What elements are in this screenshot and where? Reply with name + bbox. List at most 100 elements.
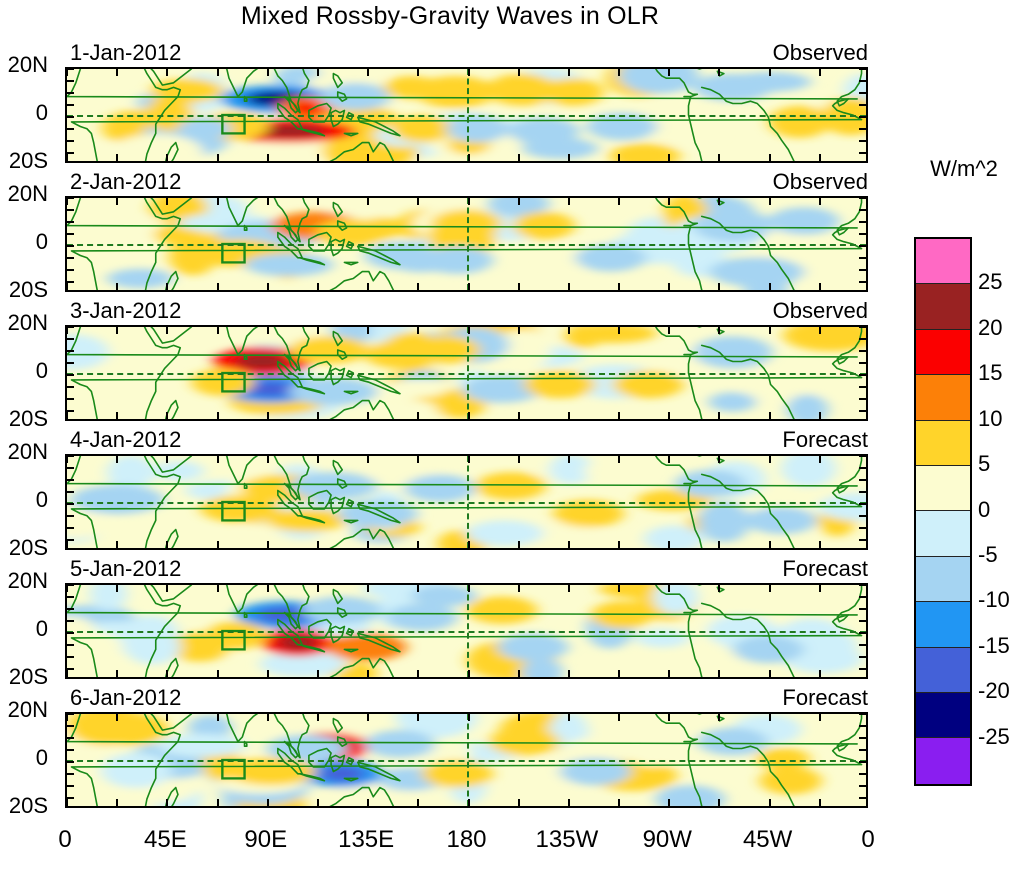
- colorbar-tick-label: 25: [978, 269, 1003, 295]
- axis-tick: [567, 327, 570, 334]
- map-field: [67, 69, 866, 161]
- axis-tick: [859, 152, 866, 154]
- axis-tick: [116, 154, 119, 161]
- axis-tick: [67, 749, 74, 751]
- axis-tick: [859, 515, 866, 517]
- axis-tick: [216, 327, 219, 334]
- axis-tick: [417, 456, 420, 463]
- axis-tick: [266, 456, 269, 463]
- axis-tick: [417, 198, 420, 205]
- axis-tick: [768, 670, 771, 677]
- axis-tick: [859, 104, 866, 106]
- axis-tick: [859, 632, 866, 634]
- axis-tick: [216, 799, 219, 806]
- axis-tick: [859, 467, 866, 469]
- axis-tick: [567, 456, 570, 463]
- axis-tick: [818, 412, 821, 419]
- axis-tick: [768, 714, 771, 721]
- axis-tick: [166, 283, 169, 290]
- axis-tick: [67, 761, 74, 763]
- axis-tick: [467, 670, 470, 677]
- axis-tick: [67, 92, 74, 94]
- axis-tick: [116, 283, 119, 290]
- axis-tick: [859, 585, 866, 586]
- axis-tick: [367, 69, 370, 76]
- axis-tick: [768, 412, 771, 419]
- axis-tick: [67, 479, 74, 481]
- axis-tick: [859, 128, 866, 130]
- axis-tick: [67, 714, 74, 715]
- axis-tick: [859, 80, 866, 82]
- map-panel: [65, 583, 868, 679]
- x-axis-label: 180: [446, 826, 487, 853]
- y-axis-label: 0: [35, 487, 48, 512]
- axis-tick: [768, 799, 771, 806]
- axis-tick: [67, 620, 74, 622]
- axis-tick: [67, 725, 74, 727]
- y-axis-label: 20S: [8, 277, 48, 302]
- axis-tick: [67, 398, 74, 400]
- axis-tick: [67, 515, 74, 517]
- axis-tick: [67, 69, 74, 70]
- axis-tick: [517, 541, 520, 548]
- axis-tick: [367, 198, 370, 205]
- panel-kind-label: Observed: [772, 298, 868, 323]
- axis-tick: [67, 350, 74, 352]
- axis-tick: [768, 69, 771, 76]
- axis-tick: [517, 456, 520, 463]
- colorbar-band: [916, 693, 970, 739]
- axis-tick: [116, 585, 119, 592]
- axis-tick: [859, 761, 866, 763]
- axis-tick: [859, 644, 866, 646]
- axis-tick: [166, 541, 169, 548]
- axis-tick: [818, 670, 821, 677]
- axis-tick: [216, 412, 219, 419]
- axis-tick: [859, 479, 866, 481]
- axis-tick: [668, 327, 671, 334]
- axis-tick: [67, 491, 74, 493]
- colorbar-tick-label: -5: [978, 541, 998, 567]
- x-axis-label: 135E: [338, 826, 395, 853]
- axis-tick: [467, 714, 470, 721]
- x-axis-label: 0: [58, 826, 72, 853]
- axis-tick: [316, 670, 319, 677]
- axis-tick: [718, 283, 721, 290]
- axis-tick: [668, 714, 671, 721]
- axis-tick: [818, 327, 821, 334]
- axis-tick: [517, 585, 520, 592]
- axis-tick: [166, 714, 169, 721]
- y-axis-label: 20S: [8, 793, 48, 818]
- axis-tick: [116, 456, 119, 463]
- axis-tick: [768, 456, 771, 463]
- axis-tick: [67, 410, 74, 412]
- axis-tick: [67, 221, 74, 223]
- axis-tick: [859, 245, 866, 247]
- colorbar-band: [916, 602, 970, 648]
- axis-tick: [266, 154, 269, 161]
- axis-tick: [859, 539, 866, 541]
- axis-tick: [67, 140, 74, 142]
- axis-tick: [166, 69, 169, 76]
- axis-tick: [618, 412, 621, 419]
- axis-tick: [818, 714, 821, 721]
- axis-tick: [859, 491, 866, 493]
- axis-tick: [859, 116, 866, 118]
- axis-tick: [718, 670, 721, 677]
- axis-tick: [417, 799, 420, 806]
- axis-tick: [166, 456, 169, 463]
- axis-tick: [618, 670, 621, 677]
- axis-tick: [266, 585, 269, 592]
- axis-tick: [718, 799, 721, 806]
- axis-tick: [67, 456, 68, 463]
- axis-tick: [67, 152, 74, 154]
- axis-tick: [67, 283, 68, 290]
- axis-tick: [67, 632, 74, 634]
- axis-tick: [116, 412, 119, 419]
- axis-tick: [859, 410, 866, 412]
- axis-tick: [116, 670, 119, 677]
- axis-tick: [859, 140, 866, 142]
- axis-tick: [116, 198, 119, 205]
- axis-tick: [266, 69, 269, 76]
- axis-tick: [859, 714, 866, 715]
